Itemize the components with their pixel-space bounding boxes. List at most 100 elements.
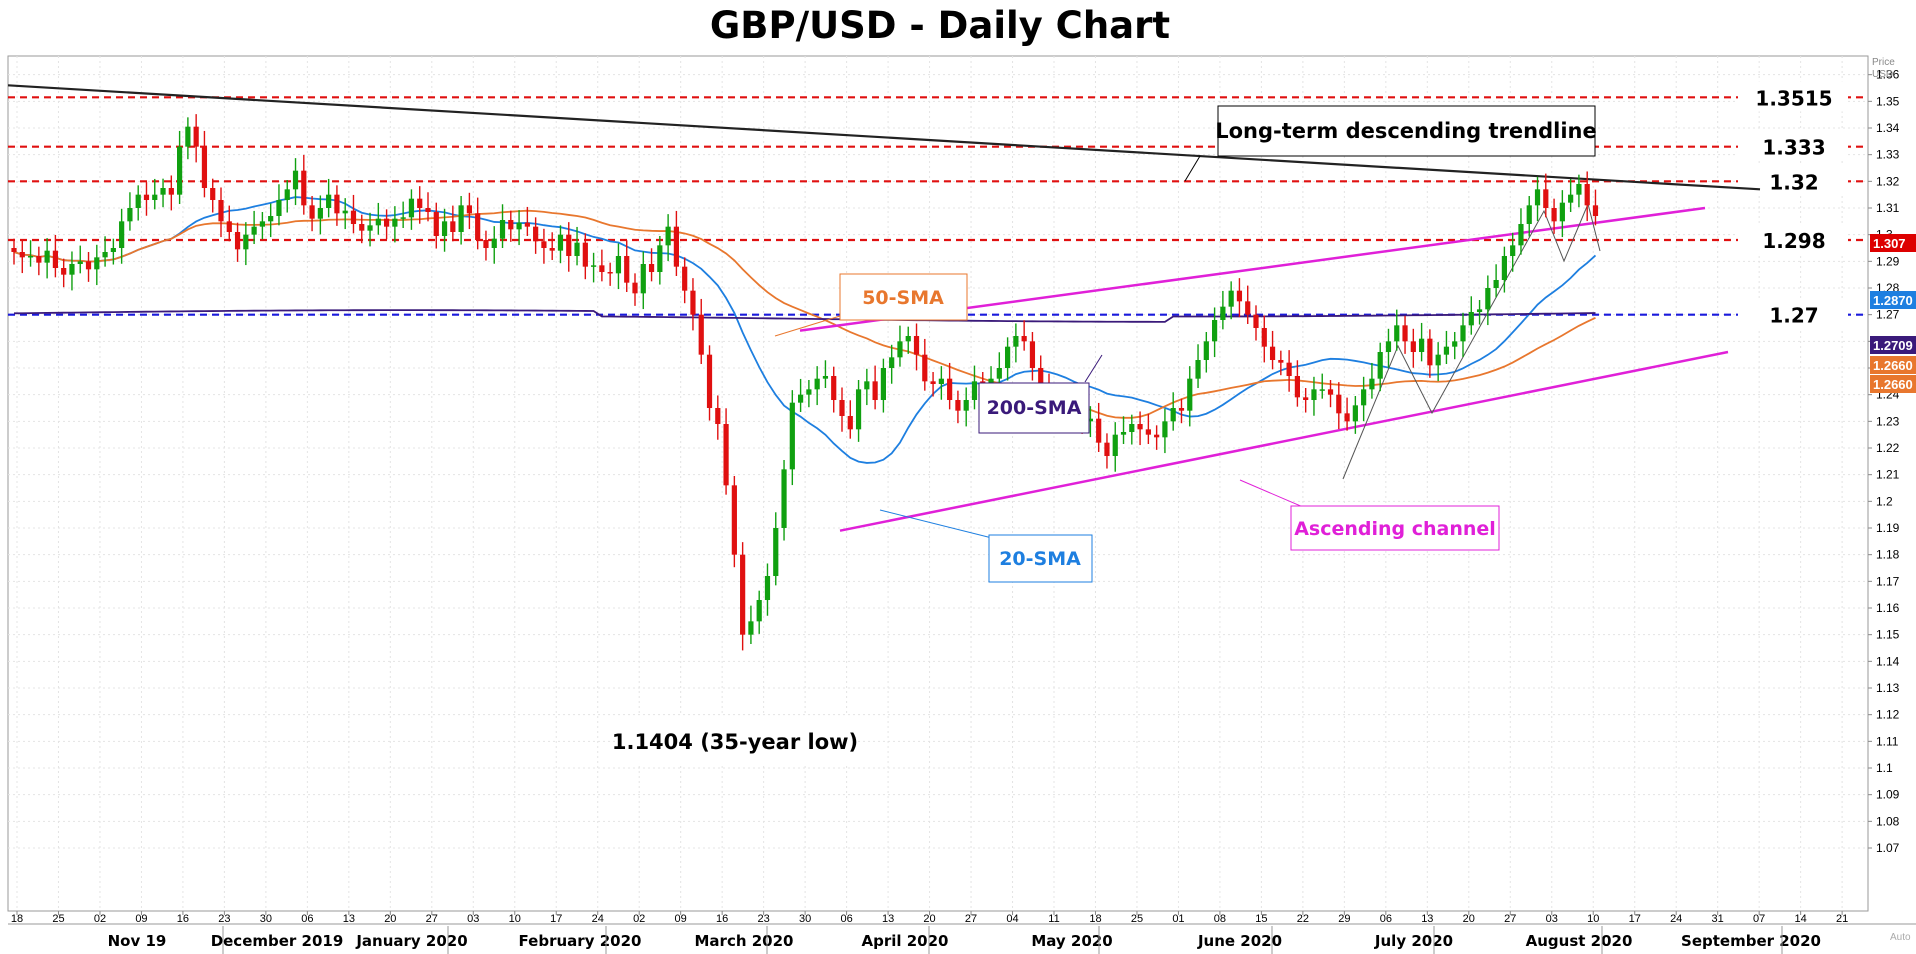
candle-body [1195, 360, 1201, 379]
x-tick-label: 20 [384, 913, 396, 925]
x-tick-label: 30 [799, 913, 811, 925]
candle-body [301, 170, 307, 206]
x-tick-label: 06 [301, 913, 313, 925]
candle-body [1460, 325, 1466, 342]
y-tick-label: 1.14 [1876, 654, 1900, 668]
x-tick-label: 25 [52, 913, 64, 925]
candle-body [69, 264, 75, 275]
candle-body [591, 265, 597, 267]
candle-body [201, 146, 208, 189]
candle-body [143, 194, 150, 201]
candle-body [723, 424, 729, 486]
y-tick-label: 1.21 [1876, 468, 1900, 482]
candle-body [831, 376, 837, 401]
candle-body [19, 252, 25, 258]
candle-body [359, 224, 365, 231]
month-label: June 2020 [1197, 932, 1282, 950]
price-level-bg [1738, 81, 1848, 112]
price-level-bg [1738, 224, 1848, 255]
candle-body [798, 394, 804, 403]
candle-body [1518, 224, 1524, 246]
y-tick-label: 1.13 [1876, 681, 1900, 695]
candle-body [1501, 256, 1507, 281]
candle-body [582, 242, 588, 267]
candle-body [408, 198, 415, 218]
x-tick-label: 18 [11, 913, 23, 925]
candle-body [1236, 290, 1243, 302]
axis-badge [1870, 375, 1916, 393]
candle-body [814, 378, 820, 390]
x-tick-label: 24 [1670, 913, 1682, 925]
candle-body [499, 220, 506, 239]
candle-body [1419, 338, 1425, 353]
price-level-label: 1.298 [1762, 229, 1825, 253]
y-tick-label: 1.33 [1876, 148, 1900, 162]
x-tick-label: 31 [1712, 913, 1724, 925]
candle-body [44, 250, 50, 263]
candle-body [268, 216, 274, 222]
y-tick-label: 1.18 [1876, 548, 1900, 562]
candle-body [864, 381, 870, 390]
candle-body [1162, 421, 1168, 438]
candle-body [748, 621, 754, 635]
x-tick-label: 02 [94, 913, 106, 925]
candle-body [541, 241, 547, 249]
candle-body [85, 261, 92, 270]
candle-body [367, 225, 373, 231]
candle-body [334, 194, 340, 214]
candle-body [193, 126, 199, 147]
candle-body [1327, 389, 1334, 395]
candle-body [1493, 280, 1499, 289]
price-level-label: 1.27 [1769, 304, 1818, 328]
candle-body [110, 248, 116, 253]
candle-body [922, 354, 928, 382]
candle-body [1228, 290, 1234, 307]
x-tick-label: 23 [218, 913, 230, 925]
x-tick-label: 09 [675, 913, 687, 925]
y-tick-label: 1.11 [1876, 734, 1899, 748]
candle-body [284, 189, 290, 201]
x-tick-label: 20 [923, 913, 935, 925]
x-tick-label: 07 [1753, 913, 1765, 925]
candle-body [218, 200, 224, 222]
candle-body [847, 416, 853, 430]
candle-body [1543, 189, 1549, 209]
candle-body [1187, 378, 1193, 411]
candle-body [731, 485, 737, 555]
candle-body [27, 256, 34, 258]
candle-body [425, 208, 431, 213]
candle-body [1013, 336, 1019, 347]
y-tick-label: 1.35 [1876, 94, 1900, 108]
candle-body [566, 234, 572, 257]
candle-body [822, 376, 829, 379]
candle-body [1534, 189, 1541, 206]
axis-badge-label: 1.2660 [1873, 358, 1913, 373]
candle-body [1485, 288, 1491, 310]
candle-body [1145, 429, 1151, 435]
candle-body [450, 221, 456, 233]
candle-body [648, 264, 655, 273]
candle-body [1369, 378, 1375, 390]
candle-body [947, 378, 953, 401]
candle-body [384, 218, 390, 227]
axis-badge [1870, 234, 1916, 252]
candle-body [458, 205, 464, 233]
candle-body [872, 381, 878, 401]
candle-body [1253, 314, 1259, 329]
sma200-callout: 200-SMA [978, 354, 1103, 434]
candle-body [1261, 328, 1267, 347]
x-tick-label: 16 [716, 913, 728, 925]
x-tick-label: 23 [758, 913, 770, 925]
candle-body [326, 194, 332, 209]
month-labels: Nov 19 December 2019 January 2020 February … [108, 926, 1821, 954]
y-tick-label: 1.34 [1876, 121, 1900, 135]
candle-body [1576, 184, 1582, 195]
month-label: July 2020 [1374, 932, 1453, 950]
candle-body [1551, 208, 1557, 222]
x-tick-label: 03 [1546, 913, 1558, 925]
candle-body [392, 218, 398, 227]
month-label: January 2020 [355, 932, 467, 950]
candle-body [1311, 389, 1317, 401]
axis-badge-label: 1.307 [1873, 236, 1906, 251]
